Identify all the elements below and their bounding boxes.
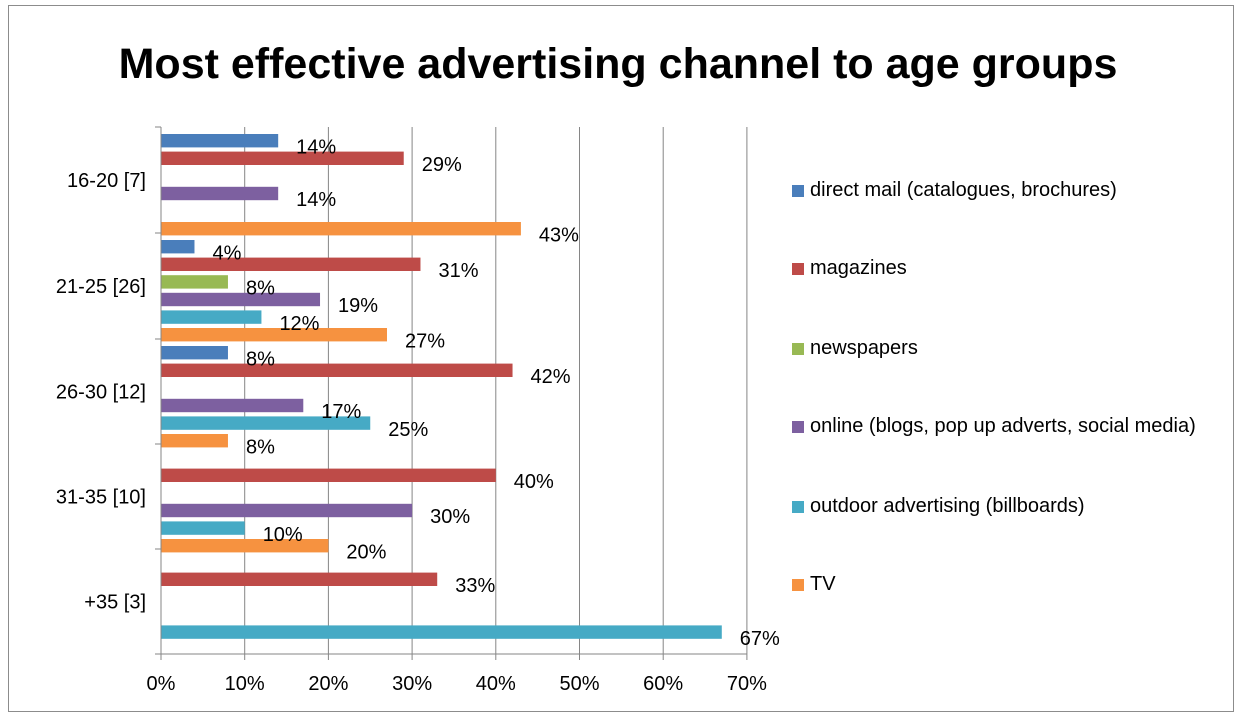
bar-6-4 bbox=[161, 539, 329, 553]
bar-2-4 bbox=[161, 468, 496, 482]
data-label: 33% bbox=[455, 575, 495, 597]
x-tick-label: 0% bbox=[147, 673, 176, 695]
bar-4-4 bbox=[161, 503, 413, 518]
legend-swatch bbox=[792, 579, 804, 591]
data-label: 67% bbox=[740, 628, 780, 650]
legend-item: online (blogs, pop up adverts, social me… bbox=[792, 412, 1230, 441]
bar-1-2 bbox=[161, 240, 195, 254]
bar-1-1 bbox=[161, 134, 279, 148]
legend-item: TV bbox=[792, 570, 1230, 599]
data-label: 43% bbox=[539, 224, 579, 246]
bar-2-1 bbox=[161, 151, 404, 165]
data-label: 20% bbox=[346, 541, 386, 563]
data-label: 8% bbox=[246, 278, 275, 300]
data-label: 10% bbox=[263, 524, 303, 546]
axes bbox=[155, 126, 748, 660]
data-label: 30% bbox=[430, 506, 470, 528]
data-label: 4% bbox=[212, 242, 241, 264]
data-label: 19% bbox=[338, 295, 378, 317]
legend-item: direct mail (catalogues, brochures) bbox=[792, 176, 1230, 205]
data-label: 25% bbox=[388, 419, 428, 441]
legend-item: outdoor advertising (billboards) bbox=[792, 492, 1230, 521]
legend-swatch bbox=[792, 421, 804, 433]
bar-1-3 bbox=[161, 346, 228, 360]
bar-3-2 bbox=[161, 275, 228, 289]
plot-area: 0% 10% 20% 30% 40% 50% 60% 70% 16-20 [7] 21-25 [2… bbox=[56, 126, 780, 695]
data-label: 29% bbox=[422, 154, 462, 176]
category-label: 31-35 [10] bbox=[56, 487, 146, 509]
data-label: 40% bbox=[514, 471, 554, 493]
legend-swatch bbox=[792, 263, 804, 275]
bar-6-1 bbox=[161, 222, 521, 236]
bar-5-2 bbox=[161, 310, 262, 324]
bar-4-2 bbox=[161, 292, 321, 307]
x-tick-label: 30% bbox=[392, 673, 432, 695]
legend-swatch bbox=[792, 501, 804, 513]
bar-2-2 bbox=[161, 257, 421, 271]
legend-label: direct mail (catalogues, brochures) bbox=[810, 179, 1117, 201]
bar-4-1 bbox=[161, 186, 279, 201]
data-label: 8% bbox=[246, 348, 275, 370]
bar-4-3 bbox=[161, 398, 304, 413]
x-tick-label: 10% bbox=[225, 673, 265, 695]
x-tick-label: 40% bbox=[476, 673, 516, 695]
x-tick-label: 50% bbox=[559, 673, 599, 695]
legend-swatch bbox=[792, 185, 804, 197]
data-label: 14% bbox=[296, 189, 336, 211]
data-label: 27% bbox=[405, 330, 445, 352]
legend-label: TV bbox=[810, 573, 836, 595]
bar-2-3 bbox=[161, 363, 513, 377]
bar-5-4 bbox=[161, 521, 245, 535]
legend-label: outdoor advertising (billboards) bbox=[810, 495, 1085, 517]
legend-swatch bbox=[792, 343, 804, 355]
bar-6-2 bbox=[161, 328, 387, 342]
data-label: 12% bbox=[279, 313, 319, 335]
labels: 0% 10% 20% 30% 40% 50% 60% 70% 16-20 [7] 21-25 [2… bbox=[56, 136, 780, 695]
bar-2-5 bbox=[161, 572, 438, 586]
category-label: 21-25 [26] bbox=[56, 276, 146, 298]
data-label: 8% bbox=[246, 436, 275, 458]
legend-item: magazines bbox=[792, 254, 1230, 283]
bar-6-3 bbox=[161, 434, 228, 448]
data-label: 14% bbox=[296, 136, 336, 158]
category-label: +35 [3] bbox=[84, 592, 146, 614]
legend-label: online (blogs, pop up adverts, social me… bbox=[810, 415, 1196, 437]
chart-title: Most effective advertising channel to ag… bbox=[118, 40, 1118, 88]
category-label: 26-30 [12] bbox=[56, 382, 146, 404]
bars bbox=[161, 134, 722, 639]
data-label: 31% bbox=[438, 260, 478, 282]
bar-5-5 bbox=[161, 625, 722, 639]
bar-5-3 bbox=[161, 416, 371, 430]
data-label: 17% bbox=[321, 401, 361, 423]
category-label: 16-20 [7] bbox=[67, 170, 146, 192]
legend-item: newspapers bbox=[792, 334, 1230, 363]
data-label: 42% bbox=[531, 366, 571, 388]
x-tick-label: 70% bbox=[727, 673, 767, 695]
x-tick-label: 60% bbox=[643, 673, 683, 695]
legend-label: newspapers bbox=[810, 337, 918, 359]
x-tick-label: 20% bbox=[308, 673, 348, 695]
gridlines bbox=[244, 127, 748, 654]
legend-label: magazines bbox=[810, 257, 907, 279]
